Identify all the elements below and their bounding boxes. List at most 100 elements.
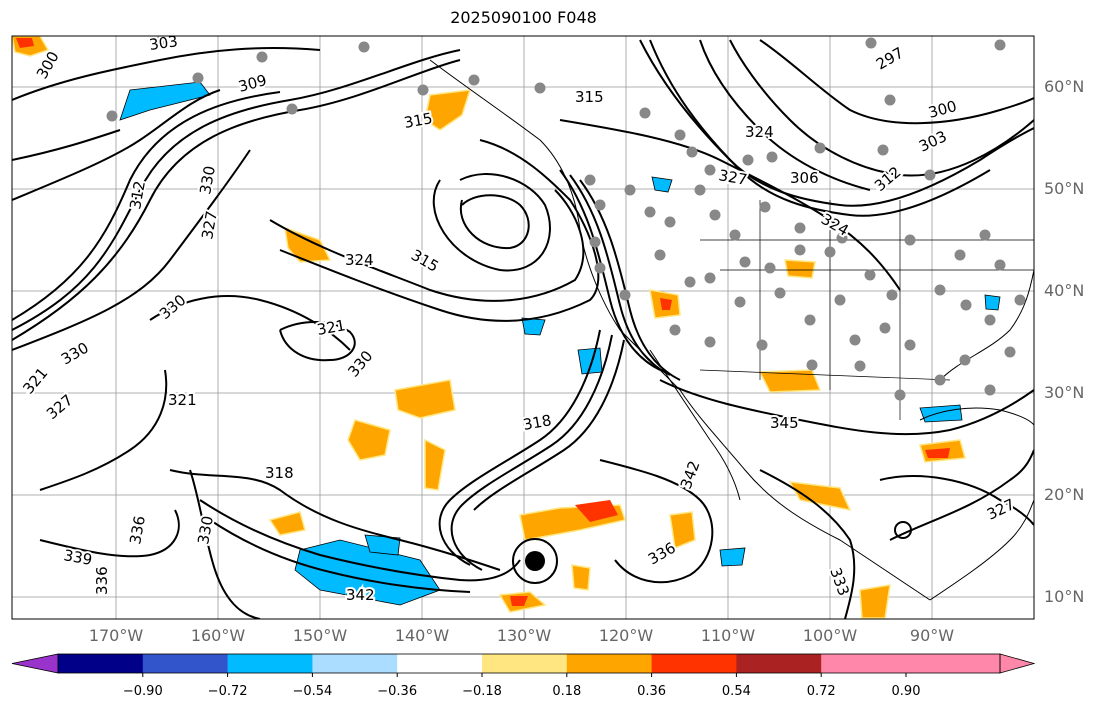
station-dot <box>594 262 606 274</box>
station-dot <box>904 339 916 351</box>
station-dot <box>904 234 916 246</box>
station-dot <box>864 269 876 281</box>
station-dot <box>739 256 751 268</box>
station-dot <box>836 232 848 244</box>
colorbar-segment <box>397 654 483 673</box>
station-dot <box>994 39 1006 51</box>
colorbar-tick-label: 0.90 <box>891 684 921 699</box>
station-dot <box>849 334 861 346</box>
colorbar-segment <box>142 654 229 673</box>
colorbar-segment <box>312 654 398 673</box>
map-title: 2025090100 F048 <box>450 8 597 27</box>
station-dot <box>619 289 631 301</box>
colorbar-tick-label: −0.18 <box>462 684 502 699</box>
colorbar-frame <box>57 653 1001 674</box>
station-dot <box>759 201 771 213</box>
station-dot <box>192 72 204 84</box>
colorbar-tick-label: 0.36 <box>637 684 667 699</box>
station-dot <box>624 184 636 196</box>
observation-stations <box>106 36 1026 401</box>
station-dot <box>894 389 906 401</box>
station-dot <box>934 284 946 296</box>
station-dot <box>358 41 370 53</box>
contour-label: 345 <box>770 414 799 432</box>
colorbar-tick-label: 0.54 <box>721 684 751 699</box>
colorbar-tick-label: −0.54 <box>292 684 333 699</box>
station-dot <box>766 151 778 163</box>
lon-label: 140°W <box>394 626 450 645</box>
lon-label: 110°W <box>700 626 756 645</box>
station-dot <box>1014 294 1026 306</box>
colorbar-segment <box>227 654 313 673</box>
shaded-fields <box>12 36 1001 619</box>
colorbar-max-extension <box>999 653 1036 674</box>
station-dot <box>684 276 696 288</box>
lon-label: 120°W <box>598 626 654 645</box>
station-dot <box>704 336 716 348</box>
contour-label: 324 <box>345 251 374 269</box>
station-dot <box>686 146 698 158</box>
station-dot <box>734 296 746 308</box>
station-dot <box>584 174 596 186</box>
lat-label: 20°N <box>1044 485 1085 504</box>
colorbar-tick-label: 0.18 <box>552 684 582 699</box>
station-dot <box>674 129 686 141</box>
station-dot <box>417 84 429 96</box>
lon-label: 150°W <box>292 626 348 645</box>
contour-label: 303 <box>148 32 179 54</box>
plot-frame <box>11 35 1035 620</box>
station-dot <box>694 184 706 196</box>
colorbar-tick-label: −0.72 <box>207 684 248 699</box>
station-dot <box>639 107 651 119</box>
station-dot <box>854 360 866 372</box>
contour-label: 342 <box>346 586 375 604</box>
height-contours <box>12 39 1034 619</box>
contour-label: 318 <box>265 464 294 482</box>
colorbar-segment <box>821 654 1000 673</box>
lon-label: 130°W <box>496 626 552 645</box>
station-dot <box>534 82 546 94</box>
lon-label: 100°W <box>802 626 858 645</box>
contour-label: 306 <box>790 169 819 187</box>
colorbar-segment <box>736 654 822 673</box>
station-dot <box>984 384 996 396</box>
station-dot <box>824 246 836 258</box>
station-dot <box>979 229 991 241</box>
colorbar-tick-label: −0.36 <box>377 684 418 699</box>
station-dot <box>865 37 877 49</box>
station-dot <box>468 74 480 86</box>
station-dot <box>834 294 846 306</box>
coastlines <box>429 59 1034 601</box>
station-dot <box>804 314 816 326</box>
station-dot <box>669 324 681 336</box>
contour-label: 321 <box>168 391 197 409</box>
station-dot <box>704 272 716 284</box>
station-dot <box>764 262 776 274</box>
station-dot <box>594 199 606 211</box>
station-dot <box>959 354 971 366</box>
station-dot <box>644 206 656 218</box>
colorbar-segment <box>58 654 144 673</box>
colorbar-tick-label: 0.72 <box>806 684 836 699</box>
station-dot <box>709 209 721 221</box>
lon-label: 160°W <box>190 626 246 645</box>
station-dot <box>884 94 896 106</box>
station-dot <box>994 259 1006 271</box>
station-dot <box>704 164 716 176</box>
station-dot <box>877 144 889 156</box>
lon-label: 90°W <box>909 626 955 645</box>
lat-label: 50°N <box>1044 179 1085 198</box>
colorbar-segment <box>651 654 737 673</box>
station-dot <box>984 314 996 326</box>
station-dot <box>934 374 946 386</box>
station-dot <box>106 110 118 122</box>
lat-label: 10°N <box>1044 587 1085 606</box>
station-dot <box>256 51 268 63</box>
contour-label: 315 <box>575 88 604 106</box>
station-dot <box>814 142 826 154</box>
colorbar-segment <box>482 654 568 673</box>
station-dot <box>742 154 754 166</box>
station-dot <box>654 249 666 261</box>
station-dot <box>960 299 972 311</box>
contour-label: 336 <box>93 566 111 595</box>
